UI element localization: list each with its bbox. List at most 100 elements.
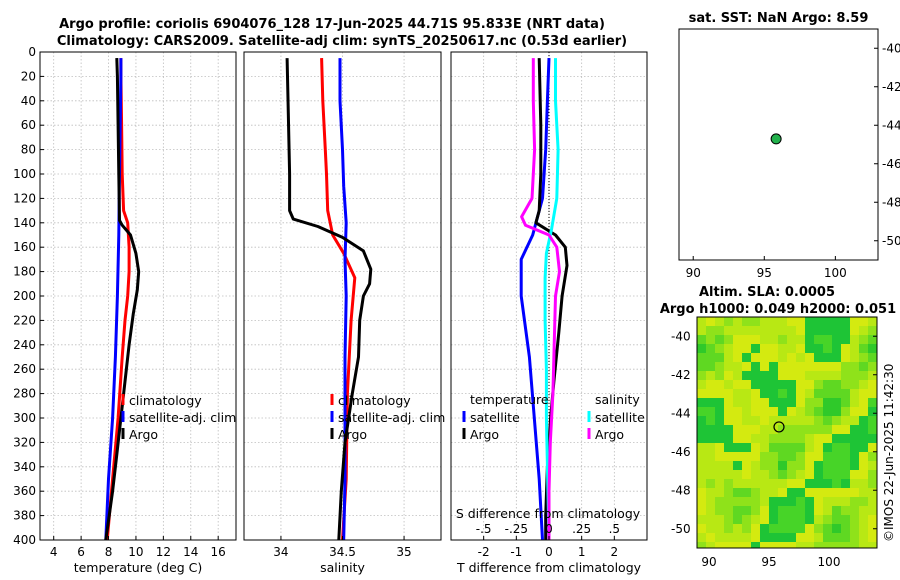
sla-field-cell <box>742 389 751 398</box>
sla-field-cell <box>760 515 769 524</box>
sla-field-cell <box>805 506 814 515</box>
sla-field-cell <box>832 344 841 353</box>
sla-field-cell <box>733 398 742 407</box>
legend-label: satellite-adj. clim <box>129 410 236 425</box>
sla-field-cell <box>742 524 751 533</box>
sla-field-cell <box>751 524 760 533</box>
sla-field-cell <box>796 470 805 479</box>
sla-field-cell <box>850 362 859 371</box>
lat-tick-label: -44 <box>882 118 900 132</box>
sla-field-cell <box>706 371 715 380</box>
sla-field-cell <box>787 353 796 362</box>
sla-field-cell <box>805 326 814 335</box>
sla-field-cell <box>850 335 859 344</box>
sla-field-cell <box>841 488 850 497</box>
sla-field-cell <box>850 398 859 407</box>
sla-field-cell <box>742 533 751 542</box>
sla-field-cell <box>733 434 742 443</box>
sla-field-cell <box>859 425 868 434</box>
sla-field-cell <box>859 344 868 353</box>
sla-field-cell <box>751 488 760 497</box>
sla-field-cell <box>724 371 733 380</box>
sla-field-cell <box>814 443 823 452</box>
sla-field-cell <box>814 398 823 407</box>
sla-field-cell <box>832 416 841 425</box>
sla-field-cell <box>823 344 832 353</box>
sla-field-cell <box>868 380 877 389</box>
depth-tick-label: 200 <box>13 289 36 303</box>
sla-field-cell <box>751 371 760 380</box>
sla-field-cell <box>769 398 778 407</box>
sla-field-cell <box>850 479 859 488</box>
sla-field-cell <box>769 425 778 434</box>
footer-timestamp: ©IMOS 22-Jun-2025 11:42:30 <box>882 364 896 542</box>
sla-field-cell <box>796 335 805 344</box>
sla-field-cell <box>769 434 778 443</box>
sla-field-cell <box>769 326 778 335</box>
legend-label: satellite <box>595 410 645 425</box>
sla-field-cell <box>742 362 751 371</box>
sla-field-cell <box>805 335 814 344</box>
sla-field-cell <box>760 434 769 443</box>
sla-field-cell <box>823 353 832 362</box>
sla-field-cell <box>778 497 787 506</box>
sla-field-cell <box>760 479 769 488</box>
sla-field-cell <box>796 479 805 488</box>
sla-field-cell <box>850 407 859 416</box>
legend-label: climatology <box>129 393 202 408</box>
sla-field-cell <box>715 317 724 326</box>
sla-field-cell <box>715 434 724 443</box>
sdiff-tick-label: -.25 <box>505 522 528 536</box>
sla-field-cell <box>724 506 733 515</box>
sla-field-cell <box>778 488 787 497</box>
sla-field-cell <box>706 425 715 434</box>
sla-field-cell <box>859 353 868 362</box>
sla-field-cell <box>724 452 733 461</box>
sla-field-cell <box>796 317 805 326</box>
sla-field-cell <box>841 353 850 362</box>
sla-title-line1: Altim. SLA: 0.0005 <box>699 285 835 300</box>
sla-field-cell <box>805 353 814 362</box>
sla-field-cell <box>760 335 769 344</box>
sla-field-cell <box>868 515 877 524</box>
diff-line-2 <box>543 58 560 541</box>
depth-tick-label: 60 <box>21 118 36 132</box>
sla-field-cell <box>787 506 796 515</box>
sla-field-cell <box>742 344 751 353</box>
sla-field-cell <box>724 398 733 407</box>
sla-field-cell <box>832 470 841 479</box>
sla-field-cell <box>796 497 805 506</box>
sla-field-cell <box>706 434 715 443</box>
sla-field-cell <box>850 488 859 497</box>
sla-field-cell <box>778 353 787 362</box>
depth-tick-label: 180 <box>13 265 36 279</box>
sla-field-cell <box>742 542 751 548</box>
sla-field-cell <box>751 335 760 344</box>
sla-field-cell <box>715 416 724 425</box>
sla-field-cell <box>760 425 769 434</box>
sla-field-cell <box>751 380 760 389</box>
sla-field-cell <box>697 344 706 353</box>
sla-field-cell <box>706 452 715 461</box>
sla-field-cell <box>859 533 868 542</box>
sla-field-cell <box>859 452 868 461</box>
x-tick-label: 35 <box>396 545 411 559</box>
sla-field-cell <box>850 380 859 389</box>
depth-tick-label: 320 <box>13 435 36 449</box>
temp-satellite-line <box>104 58 123 541</box>
sla-field-cell <box>814 506 823 515</box>
sla-field-cell <box>724 470 733 479</box>
sla-field-cell <box>814 425 823 434</box>
sla-field-cell <box>787 443 796 452</box>
sla-field-cell <box>697 389 706 398</box>
sla-field-cell <box>796 461 805 470</box>
sla-field-cell <box>778 362 787 371</box>
argo-position-marker <box>770 133 782 145</box>
sla-field-cell <box>697 443 706 452</box>
sla-field-cell <box>805 497 814 506</box>
temperature-panel: 0 20 40 60 80 100 120 140 160 180 200 220 240 260 280 3… <box>13 45 237 575</box>
depth-tick-label: 400 <box>13 533 36 547</box>
x-tick-label: 34.5 <box>329 545 356 559</box>
sla-field-cell <box>742 398 751 407</box>
sla-field-cell <box>697 407 706 416</box>
